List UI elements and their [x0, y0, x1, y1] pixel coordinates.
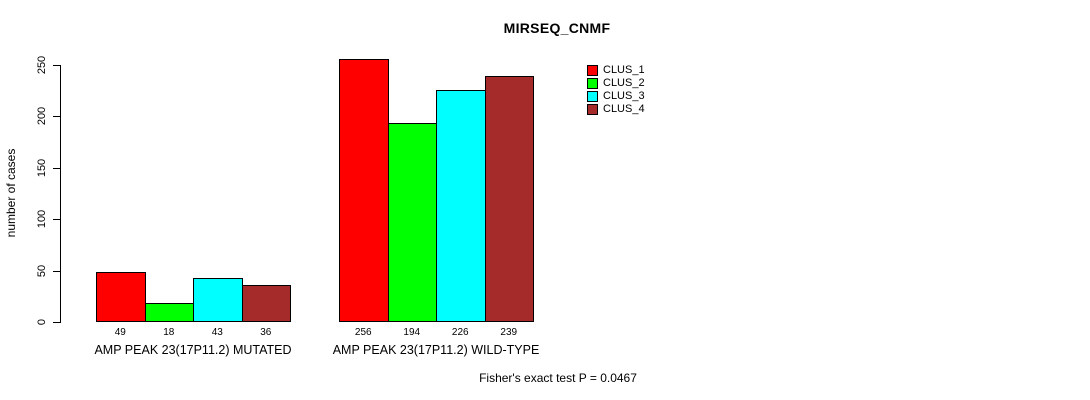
bar-clus_4-group1 — [241, 284, 291, 322]
legend-swatch-clus_2 — [587, 78, 598, 89]
bar-clus_3-group1 — [193, 277, 243, 322]
chart-title: MIRSEQ_CNMF — [503, 20, 611, 36]
category-label: AMP PEAK 23(17P11.2) WILD-TYPE — [332, 343, 540, 357]
y-tick — [53, 65, 60, 66]
legend-label-clus_3: CLUS_3 — [603, 90, 645, 102]
bar-clus_2-group1 — [144, 303, 194, 322]
y-tick-label: 250 — [36, 55, 48, 75]
bar-value-label: 49 — [114, 327, 126, 338]
annotation-text: Fisher's exact test P = 0.0467 — [479, 371, 637, 385]
bar-clus_1-group2 — [339, 58, 389, 322]
bar-value-label: 43 — [211, 327, 223, 338]
bar-value-label: 226 — [451, 327, 469, 338]
legend-label-clus_2: CLUS_2 — [603, 77, 645, 89]
y-tick-label: 50 — [36, 264, 48, 278]
bar-value-label: 18 — [163, 327, 175, 338]
legend-swatch-clus_3 — [587, 91, 598, 102]
bar-value-label: 256 — [354, 327, 372, 338]
y-tick — [53, 271, 60, 272]
category-label: AMP PEAK 23(17P11.2) MUTATED — [94, 343, 292, 357]
bar-value-label: 239 — [500, 327, 518, 338]
bar-clus_1-group1 — [96, 271, 146, 322]
legend-swatch-clus_1 — [587, 65, 598, 76]
bar-clus_3-group2 — [436, 89, 486, 322]
bar-clus_4-group2 — [484, 76, 534, 322]
y-tick-label: 100 — [36, 209, 48, 229]
y-axis-label: number of cases — [4, 148, 18, 238]
bar-value-label: 36 — [260, 327, 272, 338]
y-tick-label: 0 — [36, 318, 48, 326]
legend-label-clus_1: CLUS_1 — [603, 64, 645, 76]
y-tick — [53, 168, 60, 169]
bar-value-label: 194 — [403, 327, 421, 338]
y-axis-line — [60, 65, 61, 323]
bar-clus_2-group2 — [387, 122, 437, 322]
y-tick — [53, 219, 60, 220]
legend-swatch-clus_4 — [587, 104, 598, 115]
y-tick — [53, 322, 60, 323]
legend-label-clus_4: CLUS_4 — [603, 103, 645, 115]
y-tick — [53, 116, 60, 117]
y-tick-label: 200 — [36, 106, 48, 126]
y-tick-label: 150 — [36, 158, 48, 178]
